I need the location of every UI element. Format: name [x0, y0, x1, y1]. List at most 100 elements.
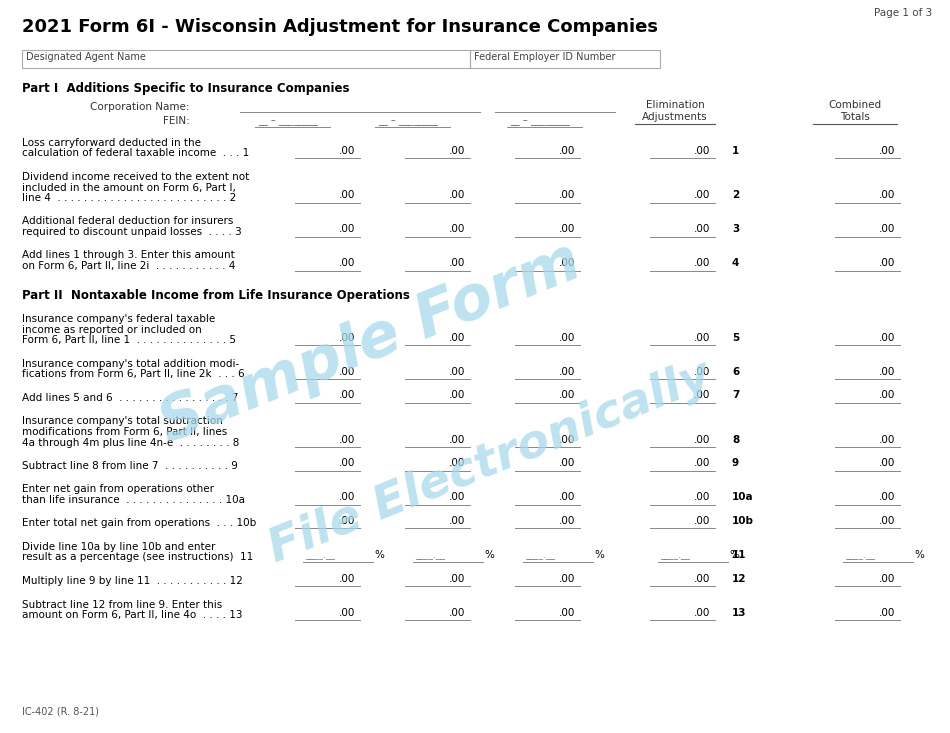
Text: ____.__: ____.__ [415, 551, 445, 560]
Text: .00: .00 [448, 224, 465, 235]
Text: File Electronically: File Electronically [262, 353, 718, 572]
Text: ____.__: ____.__ [525, 551, 555, 560]
Bar [470, 50, 660, 68]
Text: .00: .00 [559, 259, 575, 268]
Text: .00: .00 [879, 459, 895, 468]
Text: fications from Form 6, Part II, line 2k  . . . 6: fications from Form 6, Part II, line 2k … [22, 369, 245, 380]
Text: .00: .00 [559, 191, 575, 201]
Text: required to discount unpaid losses  . . . . 3: required to discount unpaid losses . . .… [22, 227, 241, 237]
Text: 2: 2 [732, 191, 739, 201]
Text: .00: .00 [694, 459, 710, 468]
Text: .00: .00 [559, 391, 575, 400]
Text: 10a: 10a [732, 493, 753, 503]
Text: .00: .00 [694, 224, 710, 235]
Text: Insurance company's total subtraction: Insurance company's total subtraction [22, 416, 223, 427]
Text: .00: .00 [694, 493, 710, 503]
Text: Part I  Additions Specific to Insurance Companies: Part I Additions Specific to Insurance C… [22, 82, 350, 95]
Text: included in the amount on Form 6, Part I,: included in the amount on Form 6, Part I… [22, 183, 236, 193]
Text: 4a through 4m plus line 4n-e  . . . . . . . . 8: 4a through 4m plus line 4n-e . . . . . .… [22, 438, 239, 448]
Text: .00: .00 [448, 259, 465, 268]
Text: ____.__: ____.__ [845, 551, 875, 560]
Text: .00: .00 [879, 608, 895, 617]
Text: .00: .00 [879, 333, 895, 343]
Text: FEIN:: FEIN: [163, 116, 190, 126]
Text: Subtract line 8 from line 7  . . . . . . . . . . 9: Subtract line 8 from line 7 . . . . . . … [22, 461, 238, 471]
Text: .00: .00 [448, 333, 465, 343]
Text: 10b: 10b [732, 516, 754, 526]
Text: 1: 1 [732, 146, 739, 156]
Text: 13: 13 [732, 608, 747, 617]
Text: .00: .00 [694, 333, 710, 343]
Text: .00: .00 [338, 146, 355, 156]
Text: .00: .00 [879, 435, 895, 445]
Text: .00: .00 [879, 493, 895, 503]
Text: .00: .00 [448, 391, 465, 400]
Text: %: % [594, 550, 604, 560]
Text: .00: .00 [338, 493, 355, 503]
Text: .00: .00 [879, 367, 895, 377]
Text: amount on Form 6, Part II, line 4o  . . . . 13: amount on Form 6, Part II, line 4o . . .… [22, 610, 242, 620]
Text: Loss carryforward deducted in the: Loss carryforward deducted in the [22, 138, 201, 148]
Text: 2021 Form 6I - Wisconsin Adjustment for Insurance Companies: 2021 Form 6I - Wisconsin Adjustment for … [22, 18, 658, 36]
Text: .00: .00 [694, 259, 710, 268]
Text: than life insurance  . . . . . . . . . . . . . . . 10a: than life insurance . . . . . . . . . . … [22, 495, 245, 505]
Text: Combined
Totals: Combined Totals [828, 100, 882, 122]
Text: .00: .00 [559, 608, 575, 617]
Text: Additional federal deduction for insurers: Additional federal deduction for insurer… [22, 216, 234, 226]
Text: .00: .00 [559, 573, 575, 583]
Text: .00: .00 [338, 191, 355, 201]
Text: 7: 7 [732, 391, 739, 400]
Text: .00: .00 [338, 608, 355, 617]
Text: 3: 3 [732, 224, 739, 235]
Text: Form 6, Part II, line 1  . . . . . . . . . . . . . . 5: Form 6, Part II, line 1 . . . . . . . . … [22, 336, 236, 345]
Text: .00: .00 [448, 146, 465, 156]
Text: .00: .00 [694, 391, 710, 400]
Text: .00: .00 [448, 608, 465, 617]
Text: .00: .00 [338, 224, 355, 235]
Text: Enter net gain from operations other: Enter net gain from operations other [22, 485, 214, 495]
Text: IC-402 (R. 8-21): IC-402 (R. 8-21) [22, 707, 99, 717]
Text: .00: .00 [448, 493, 465, 503]
Text: Dividend income received to the extent not: Dividend income received to the extent n… [22, 172, 249, 182]
Text: Multiply line 9 by line 11  . . . . . . . . . . . 12: Multiply line 9 by line 11 . . . . . . .… [22, 576, 243, 586]
Text: Designated Agent Name: Designated Agent Name [26, 52, 146, 62]
Text: .00: .00 [559, 435, 575, 445]
Text: .00: .00 [448, 435, 465, 445]
Text: .00: .00 [694, 435, 710, 445]
Text: %: % [484, 550, 494, 560]
Text: Add lines 1 through 3. Enter this amount: Add lines 1 through 3. Enter this amount [22, 251, 235, 260]
Text: ____.__: ____.__ [660, 551, 690, 560]
Text: .00: .00 [559, 333, 575, 343]
Text: .00: .00 [694, 573, 710, 583]
Text: Elimination
Adjustments: Elimination Adjustments [642, 100, 708, 122]
Text: .00: .00 [559, 516, 575, 526]
Text: income as reported or included on: income as reported or included on [22, 325, 201, 335]
Text: Insurance company's total addition modi-: Insurance company's total addition modi- [22, 359, 239, 369]
Text: 8: 8 [732, 435, 739, 445]
Text: .00: .00 [338, 391, 355, 400]
Text: .00: .00 [879, 259, 895, 268]
Text: %: % [374, 550, 384, 560]
Text: .00: .00 [448, 367, 465, 377]
Text: 9: 9 [732, 459, 739, 468]
Text: __ – ________: __ – ________ [258, 116, 318, 126]
Text: .00: .00 [879, 191, 895, 201]
Text: Federal Employer ID Number: Federal Employer ID Number [474, 52, 616, 62]
Text: Add lines 5 and 6  . . . . . . . . . . . . . . . . . 7: Add lines 5 and 6 . . . . . . . . . . . … [22, 393, 238, 403]
Text: .00: .00 [879, 516, 895, 526]
Text: .00: .00 [559, 224, 575, 235]
Text: .00: .00 [448, 516, 465, 526]
Text: .00: .00 [694, 191, 710, 201]
Text: .00: .00 [879, 224, 895, 235]
Text: Divide line 10a by line 10b and enter: Divide line 10a by line 10b and enter [22, 542, 216, 552]
Text: .00: .00 [448, 191, 465, 201]
Text: .00: .00 [338, 516, 355, 526]
Text: Sample Form: Sample Form [151, 232, 589, 454]
Text: .00: .00 [338, 459, 355, 468]
Text: .00: .00 [448, 573, 465, 583]
Text: .00: .00 [694, 516, 710, 526]
Text: Part II  Nontaxable Income from Life Insurance Operations: Part II Nontaxable Income from Life Insu… [22, 289, 409, 301]
Text: .00: .00 [448, 459, 465, 468]
Text: .00: .00 [338, 333, 355, 343]
Text: 5: 5 [732, 333, 739, 343]
